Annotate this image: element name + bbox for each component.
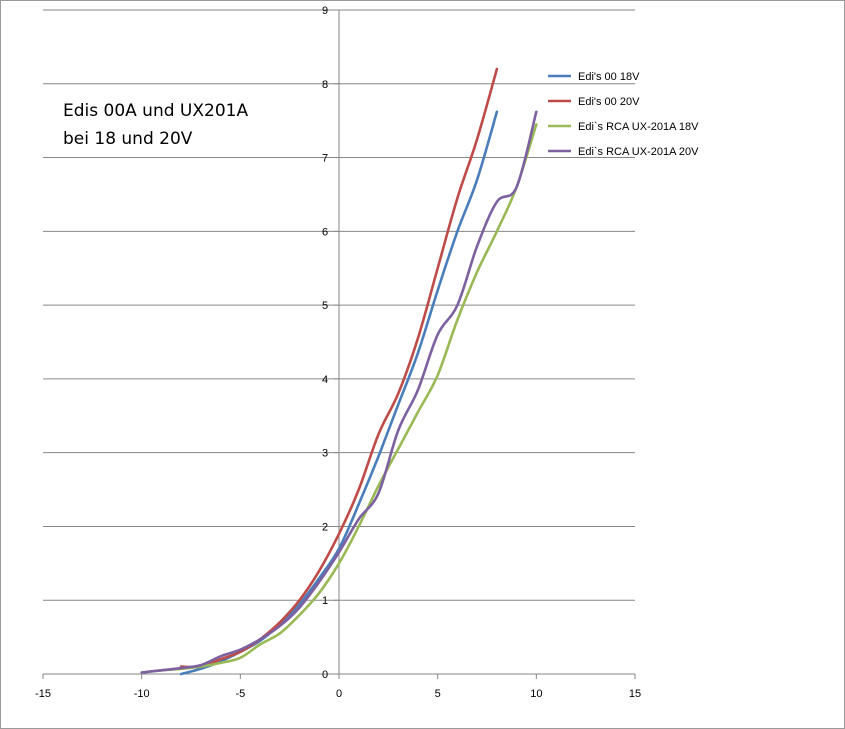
legend-label-3: Edi`s RCA UX-201A 18V: [578, 121, 699, 133]
y-tick-label: 3: [322, 448, 328, 460]
y-tick-label: 2: [322, 521, 328, 533]
legend-label-1: Edi's 00 18V: [578, 71, 640, 83]
y-tick-label: 6: [322, 226, 328, 238]
chart-title: Edis 00A und UX201A bei 18 und 20V: [63, 101, 248, 149]
x-tick-label: -5: [235, 688, 245, 700]
y-tick-label: 0: [322, 669, 328, 681]
y-tick-label: 4: [322, 374, 328, 386]
x-tick-label: 5: [435, 688, 441, 700]
legend-label-2: Edi's 00 20V: [578, 96, 640, 108]
y-tick-label: 8: [322, 79, 328, 91]
y-tick-labels: 0 1 2 3 4 5 6 7 8 9: [322, 5, 328, 681]
x-tick-label: 10: [530, 688, 542, 700]
series-line-4: [140, 110, 538, 674]
legend: Edi's 00 18V Edi's 00 20V Edi`s RCA UX-201…: [548, 71, 699, 158]
x-tick-label: 15: [629, 688, 641, 700]
x-tick-label: 0: [336, 688, 342, 700]
x-tick-label: -15: [35, 688, 51, 700]
chart-title-line-1: Edis 00A und UX201A: [63, 101, 248, 121]
chart-title-line-2: bei 18 und 20V: [63, 129, 193, 149]
y-tick-label: 9: [322, 5, 328, 17]
legend-label-4: Edi`s RCA UX-201A 20V: [578, 146, 699, 158]
series-line-3: [140, 123, 538, 674]
x-tick-label: -10: [134, 688, 150, 700]
y-tick-label: 5: [322, 300, 328, 312]
y-tick-label: 1: [322, 595, 328, 607]
series-line-2: [179, 67, 499, 669]
y-tick-label: 7: [322, 153, 328, 165]
plot-area: [140, 67, 538, 676]
x-tick-labels: -15 -10 -5 0 5 10 15: [35, 688, 641, 700]
